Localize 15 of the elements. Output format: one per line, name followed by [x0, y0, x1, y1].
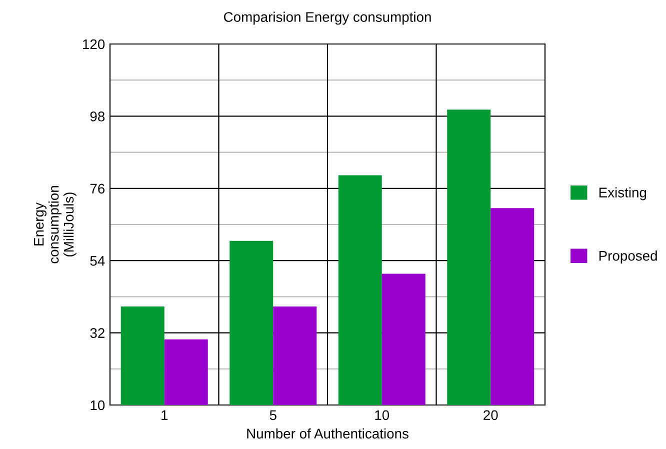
chart-title: Comparision Energy consumption	[224, 12, 431, 25]
x-tick-label: 10	[375, 410, 390, 420]
x-axis-title: Number of Authentications	[247, 428, 408, 439]
y-tick-label: 32	[90, 328, 104, 338]
y-tick-label: 54	[90, 256, 105, 266]
y-tick-label: 10	[90, 400, 105, 410]
y-tick-label: 76	[90, 184, 105, 194]
legend-label: Existing	[599, 187, 646, 200]
x-tick-label: 1	[162, 410, 168, 420]
y-tick-label: 98	[90, 112, 105, 122]
x-tick-label: 5	[270, 410, 276, 420]
legend-label: Proposed	[599, 250, 657, 264]
x-tick-label: 20	[484, 410, 498, 420]
y-tick-label: 120	[83, 39, 105, 50]
y-axis-title: Energy consumption (MilliJouls)	[34, 186, 76, 264]
